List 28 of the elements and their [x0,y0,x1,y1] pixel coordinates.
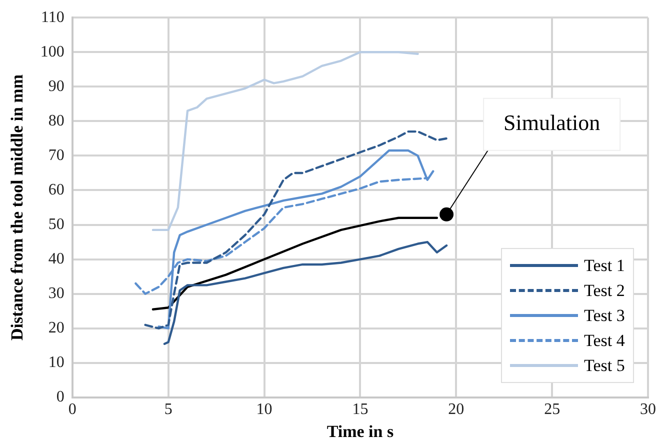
x-tick-label: 15 [352,401,368,418]
x-tick-label: 10 [256,401,272,418]
y-tick-label: 30 [48,285,64,302]
line-series [144,130,448,330]
x-tick-label: 0 [68,401,76,418]
x-tick-label: 25 [544,401,560,418]
y-tick-label: 100 [40,43,64,60]
x-tick-label: 20 [448,401,464,418]
x-tick-label: 30 [640,401,656,418]
y-tick-label: 60 [48,181,64,198]
legend-label: Test 4 [584,330,625,351]
y-tick-label: 40 [48,250,64,268]
legend-label: Test 5 [584,356,625,376]
x-axis-title: Time in s [326,422,394,442]
y-tick-label: 90 [48,78,64,95]
y-tick-label: 80 [48,112,64,130]
annotation: Simulation [504,110,600,136]
y-axis-title: Distance from the tool middle in mm [8,74,27,340]
y-tick-label: 20 [48,320,64,337]
legend-label: Test 3 [584,306,625,326]
legend-label: Test 2 [584,280,625,301]
y-tick-label: 0 [56,388,64,406]
y-tick-label: 110 [40,8,64,26]
y-tick-label: 50 [48,216,64,233]
x-tick-label: 5 [164,401,172,418]
y-tick-label: 70 [48,146,64,164]
legend-label: Test 1 [584,256,625,276]
y-tick-label: 10 [48,354,64,372]
